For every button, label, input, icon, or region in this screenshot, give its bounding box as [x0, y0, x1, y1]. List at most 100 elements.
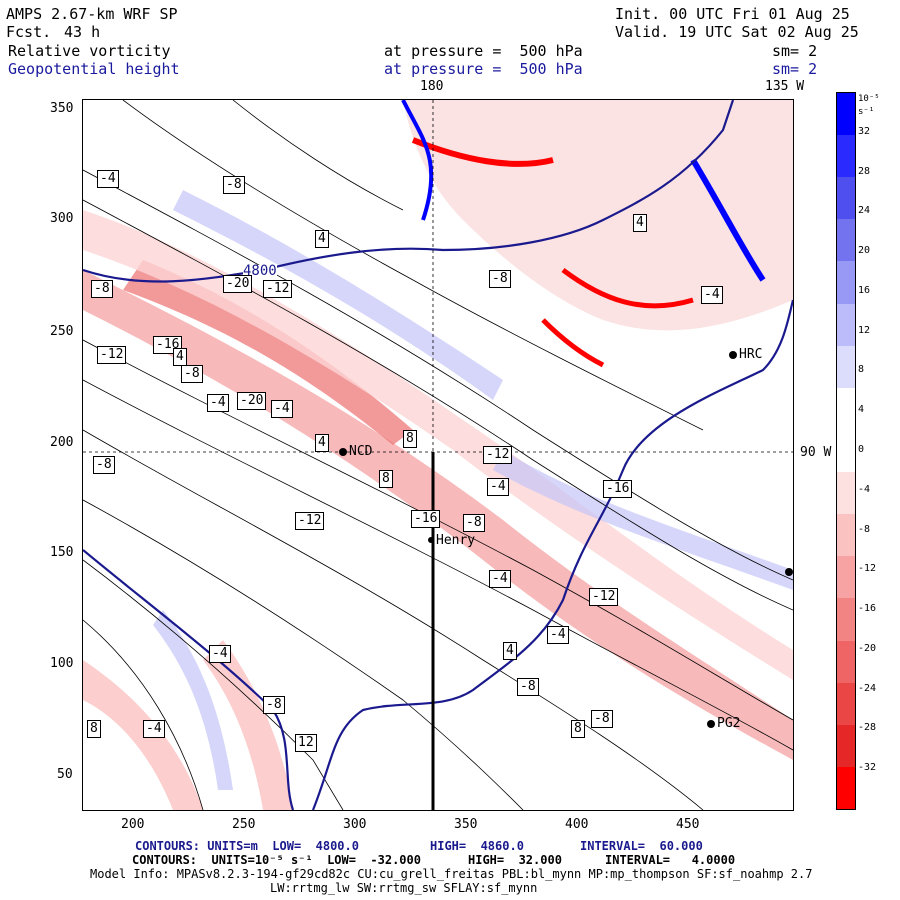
colorbar-tick-label: 28 [858, 165, 871, 177]
footer-height-high: HIGH= 4860.0 [430, 839, 524, 853]
forecast-value: 43 h [64, 23, 101, 41]
vorticity-contour-label: -12 [263, 280, 293, 298]
turbulent-region [403, 100, 793, 331]
y-tick-350: 350 [50, 101, 74, 116]
vorticity-contour-label: 8 [403, 430, 417, 448]
footer-contours-height: CONTOURS: UNITS=m LOW= 4800.0 [135, 839, 359, 853]
vorticity-contour-label: -4 [143, 720, 165, 738]
footer-vort-interval: INTERVAL= 4.0000 [605, 853, 736, 867]
vort-band-7 [493, 450, 793, 590]
smoothing-2: sm= 2 [772, 60, 818, 78]
vort-band-3 [83, 210, 793, 680]
vorticity-contour-label: -8 [591, 710, 613, 728]
vorticity-contour-label: -4 [207, 394, 229, 412]
top-label-135w: 135 W [765, 79, 805, 94]
footer-vort-high: HIGH= 32.000 [468, 853, 562, 867]
colorbar-tick-label: 4 [858, 404, 865, 416]
vorticity-contour-label: 8 [379, 470, 393, 488]
colorbar-tick-label: 20 [858, 245, 871, 257]
vorticity-contour-label: 8 [87, 720, 101, 738]
map-plot: NCD Henry HRC PG2 4800 -4 -8 4 -8 4 -4 -8 -20 -1… [82, 99, 794, 811]
station-henry: Henry [436, 533, 476, 548]
colorbar-tick-label: -24 [858, 682, 877, 694]
vorticity-contour-label: -4 [487, 478, 509, 496]
station-pg2: PG2 [717, 716, 741, 731]
x-tick-450: 450 [676, 817, 700, 832]
vort-band-4 [203, 640, 293, 810]
smoothing-1: sm= 2 [772, 42, 818, 60]
station-edge-marker [785, 568, 793, 576]
colorbar-segment [837, 598, 855, 642]
x-tick-200: 200 [121, 817, 145, 832]
vorticity-contour-label: -4 [489, 570, 511, 588]
colorbar-segment [837, 177, 855, 220]
colorbar-segment [837, 219, 855, 262]
x-tick-350: 350 [454, 817, 478, 832]
colorbar-segment [837, 303, 855, 347]
vorticity-contour-label: -12 [589, 588, 619, 606]
model-title: AMPS 2.67-km WRF SP [6, 5, 178, 23]
valid-time: Valid. 19 UTC Sat 02 Aug 25 [615, 23, 859, 41]
colorbar-tick-label: -8 [858, 523, 871, 535]
vorticity-contour-label: 4 [633, 214, 647, 232]
station-hrc: HRC [739, 347, 763, 362]
station-hrc-marker [729, 351, 737, 359]
vorticity-contour-label: 8 [571, 720, 585, 738]
vorticity-contour-label: -16 [603, 480, 633, 498]
sharp-gradient-4 [541, 318, 605, 368]
y-tick-300: 300 [50, 211, 74, 226]
colorbar-segment [837, 724, 855, 768]
init-time: Init. 00 UTC Fri 01 Aug 25 [615, 5, 850, 23]
colorbar-segment [837, 472, 855, 515]
colorbar-segment [837, 514, 855, 557]
vorticity-contour-label: -4 [271, 400, 293, 418]
field-vorticity: Relative vorticity [8, 42, 171, 60]
colorbar-segment [837, 345, 855, 389]
colorbar-segment [837, 261, 855, 305]
field-geopotential: Geopotential height [8, 60, 180, 78]
vorticity-contour-label: -20 [237, 392, 267, 410]
vorticity-contour-label: -8 [463, 514, 485, 532]
colorbar-segment [837, 556, 855, 599]
vort-band-6 [173, 190, 503, 400]
colorbar-tick-label: 8 [858, 364, 865, 376]
top-label-180: 180 [420, 79, 444, 94]
vorticity-contour-label: -8 [517, 678, 539, 696]
station-pg2-marker [707, 720, 715, 728]
y-tick-100: 100 [50, 656, 74, 671]
y-tick-250: 250 [50, 324, 74, 339]
sharp-gradient-5 [401, 100, 434, 221]
level-1: at pressure = 500 hPa [384, 42, 583, 60]
level-2: at pressure = 500 hPa [384, 60, 583, 78]
x-tick-400: 400 [565, 817, 589, 832]
colorbar-tick-label: 0 [858, 444, 865, 455]
vorticity-contour-label: -12 [97, 346, 127, 364]
vorticity-contour-label: -4 [547, 626, 569, 644]
vorticity-contour-label: 12 [295, 734, 317, 752]
y-tick-200: 200 [50, 435, 74, 450]
vorticity-contour-label: 4 [315, 230, 329, 248]
station-ncd: NCD [349, 444, 373, 459]
x-tick-250: 250 [232, 817, 256, 832]
x-tick-300: 300 [343, 817, 367, 832]
vorticity-contour-label: -12 [295, 512, 325, 530]
sharp-gradient-2 [561, 267, 694, 309]
colorbar-tick-label: -4 [858, 483, 871, 495]
colorbar-segment [837, 640, 855, 684]
footer-model-info-2: LW:rrtmg_lw SW:rrtmg_sw SFLAY:sf_mynn [270, 881, 538, 895]
vorticity-contour-label: -16 [411, 510, 441, 528]
y-tick-50: 50 [57, 767, 73, 782]
right-label-90w: 90 W [800, 445, 832, 460]
colorbar-tick-label: -28 [858, 722, 877, 734]
vorticity-contour-label: -8 [93, 456, 115, 474]
footer-height-interval: INTERVAL= 60.000 [580, 839, 703, 853]
colorbar-tick-label: 16 [858, 284, 871, 296]
colorbar-segment [837, 682, 855, 726]
vorticity-contour-label: -4 [97, 170, 119, 188]
vorticity-contour-label: 4 [173, 348, 187, 366]
colorbar-tick-label: -32 [858, 762, 877, 774]
vorticity-map [83, 100, 793, 810]
vort-band-8 [153, 610, 233, 790]
sharp-gradient-3 [690, 158, 766, 282]
footer-model-info: Model Info: MPASv8.2.3-194-gf29cd82c CU:… [90, 867, 813, 881]
